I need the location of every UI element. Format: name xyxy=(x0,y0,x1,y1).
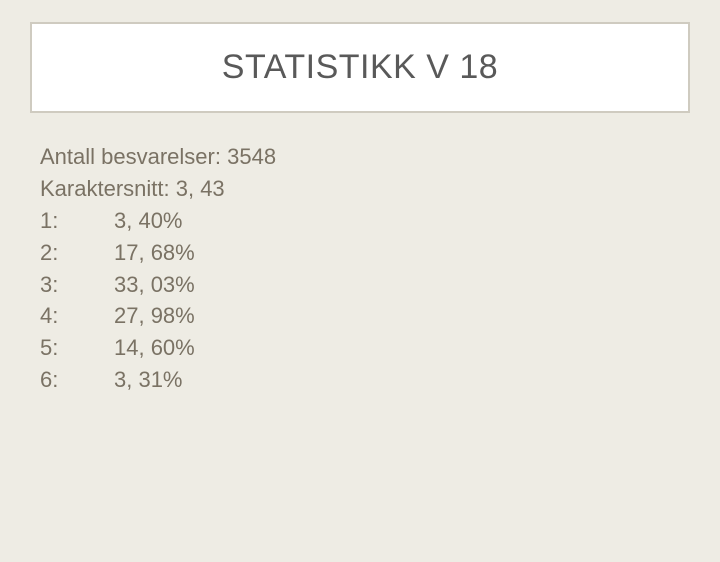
responses-label: Antall besvarelser: xyxy=(40,144,221,169)
distribution-row: 6: 3, 31% xyxy=(40,364,680,396)
grade-pct: 3, 40% xyxy=(114,205,680,237)
page-title: STATISTIKK V 18 xyxy=(42,48,678,87)
title-box: STATISTIKK V 18 xyxy=(30,22,690,113)
responses-line: Antall besvarelser: 3548 xyxy=(40,141,680,173)
distribution-row: 5: 14, 60% xyxy=(40,332,680,364)
grade-pct: 3, 31% xyxy=(114,364,680,396)
grade-label: 2: xyxy=(40,237,114,269)
grade-label: 3: xyxy=(40,269,114,301)
grade-label: 6: xyxy=(40,364,114,396)
responses-value: 3548 xyxy=(227,144,276,169)
average-label: Karaktersnitt: xyxy=(40,176,170,201)
grade-label: 4: xyxy=(40,300,114,332)
average-value: 3, 43 xyxy=(176,176,225,201)
grade-pct: 33, 03% xyxy=(114,269,680,301)
distribution-row: 2: 17, 68% xyxy=(40,237,680,269)
distribution-row: 3: 33, 03% xyxy=(40,269,680,301)
distribution-row: 1: 3, 40% xyxy=(40,205,680,237)
grade-pct: 27, 98% xyxy=(114,300,680,332)
content-area: Antall besvarelser: 3548 Karaktersnitt: … xyxy=(40,141,680,396)
average-line: Karaktersnitt: 3, 43 xyxy=(40,173,680,205)
distribution-row: 4: 27, 98% xyxy=(40,300,680,332)
grade-pct: 14, 60% xyxy=(114,332,680,364)
grade-label: 1: xyxy=(40,205,114,237)
grade-label: 5: xyxy=(40,332,114,364)
grade-pct: 17, 68% xyxy=(114,237,680,269)
